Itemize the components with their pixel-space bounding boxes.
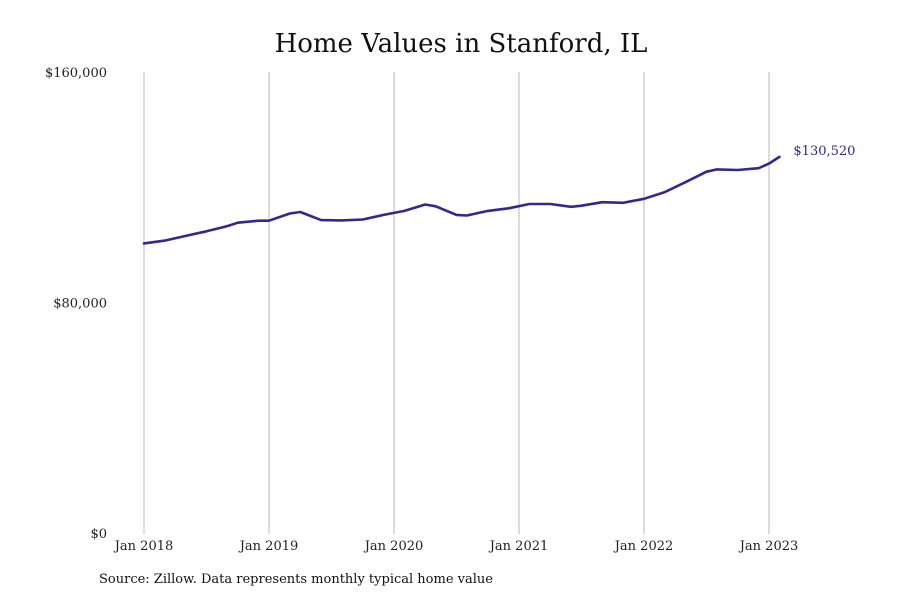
- x-tick-label: Jan 2022: [613, 539, 674, 554]
- x-tick-label: Jan 2023: [738, 539, 799, 554]
- y-tick-label: $0: [90, 527, 107, 542]
- x-axis: Jan 2018 Jan 2019 Jan 2020 Jan 2021 Jan 2022…: [113, 539, 799, 554]
- x-tick-label: Jan 2018: [113, 539, 174, 554]
- x-tick-label: Jan 2021: [488, 539, 549, 554]
- series-line: [142, 155, 781, 245]
- source-note: Source: Zillow. Data represents monthly …: [99, 572, 493, 587]
- end-value-label: $130,520: [793, 144, 855, 159]
- y-tick-label: $80,000: [53, 297, 107, 312]
- x-tick-label: Jan 2020: [363, 539, 424, 554]
- chart-title: Home Values in Stanford, IL: [275, 29, 648, 59]
- grid: [143, 72, 770, 534]
- x-tick-label: Jan 2019: [238, 539, 299, 554]
- y-axis: $0 $80,000 $160,000: [45, 66, 107, 542]
- series-layer: $130,520: [142, 144, 855, 245]
- y-tick-label: $160,000: [45, 66, 107, 81]
